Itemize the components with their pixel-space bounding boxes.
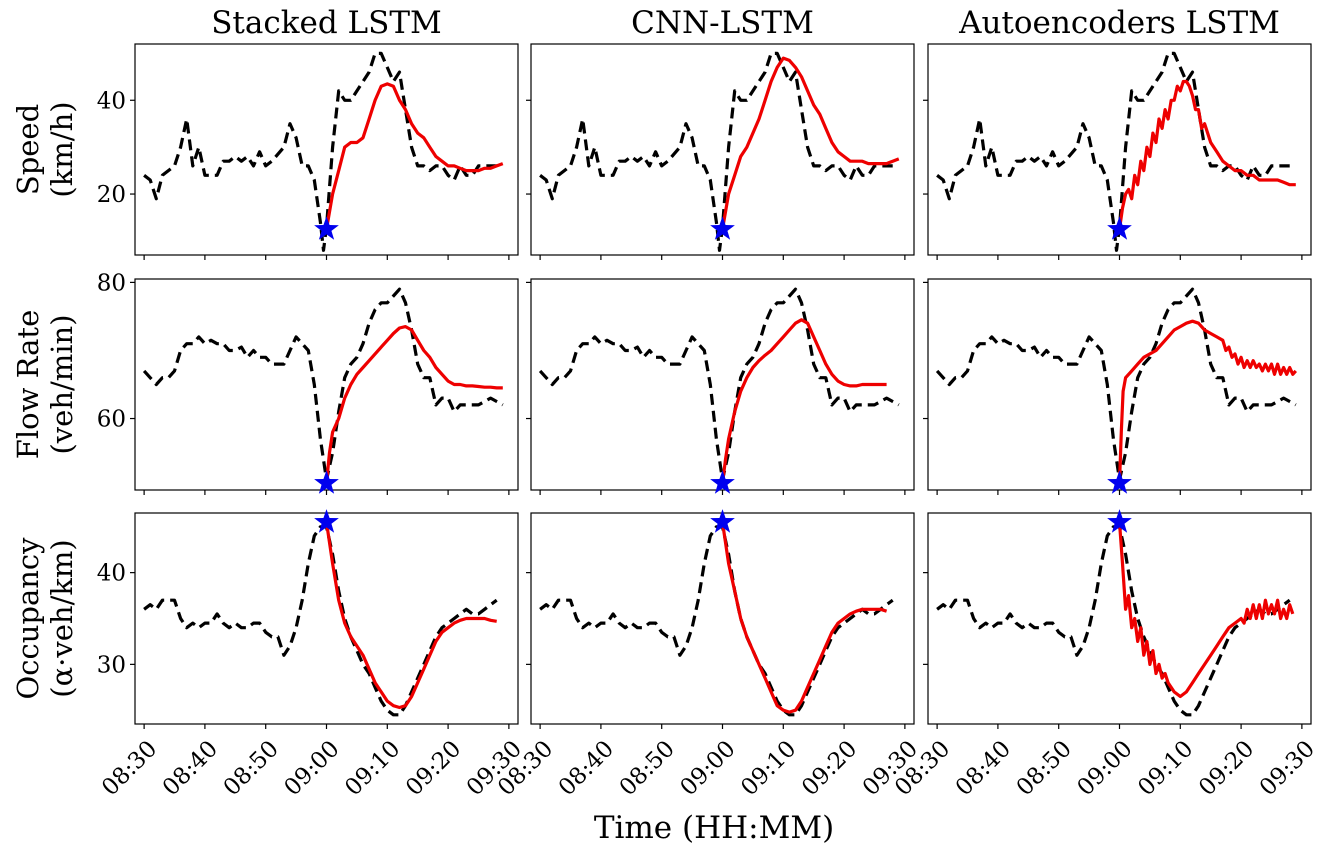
series-group [142, 287, 504, 484]
prediction-line [720, 318, 887, 484]
start-marker-star [710, 509, 735, 533]
prediction-line [324, 521, 497, 710]
y-tick-label: 40 [97, 561, 126, 587]
panel-frame [927, 278, 1312, 491]
panel: 60 80 [97, 270, 519, 495]
x-tick-label: 09:10 [340, 736, 405, 801]
panel-frame [530, 43, 915, 256]
x-tick-label: 09:10 [736, 736, 801, 801]
prediction-line [1117, 522, 1295, 699]
start-marker-star [1107, 216, 1132, 240]
x-tick-label: 08:50 [615, 736, 680, 801]
start-marker-star [710, 216, 735, 240]
prediction-line [324, 325, 503, 484]
column-titles: Stacked LSTM CNN-LSTM Autoencoders LSTM [211, 5, 1280, 41]
x-tick-label: 09:20 [1194, 736, 1259, 801]
panel [923, 43, 1312, 260]
panels: 20406080304008:3008:4008:5009:0009:1009:… [97, 43, 1320, 801]
prediction-line [720, 56, 900, 230]
panel-frame [927, 512, 1312, 725]
row-label-line1: Flow Rate [11, 310, 45, 460]
ground-truth-line [936, 51, 1290, 252]
panel-frame [134, 278, 519, 491]
x-tick-label: 08:40 [951, 736, 1016, 801]
panel [526, 278, 915, 495]
x-tick-label: 08:30 [97, 736, 162, 801]
panel-frame [530, 278, 915, 491]
y-tick-label: 20 [97, 182, 126, 208]
panel-frame [530, 512, 915, 725]
x-tick-label: 08:50 [219, 736, 284, 801]
panel-frame [134, 512, 519, 725]
prediction-line [1117, 79, 1296, 230]
row-label-line2: (α·veh/km) [45, 539, 79, 698]
prediction-line [720, 521, 888, 714]
panel-frame [927, 43, 1312, 256]
x-tick-label: 09:00 [279, 736, 344, 801]
panel-frame [134, 43, 519, 256]
ground-truth-line [935, 287, 1297, 482]
y-tick-label: 60 [97, 407, 126, 433]
column-title: Stacked LSTM [211, 5, 442, 41]
ground-truth-line [142, 287, 504, 482]
ground-truth-line [143, 525, 498, 717]
series-group [143, 521, 498, 717]
x-tick-label: 08:40 [158, 736, 223, 801]
start-marker-star [314, 509, 339, 533]
row-label-line2: (km/h) [45, 101, 79, 197]
start-marker-star [1107, 509, 1132, 533]
panel [923, 278, 1312, 495]
series-group [143, 51, 504, 252]
series-group [935, 287, 1297, 484]
series-group [538, 287, 900, 484]
prediction-line [1117, 319, 1297, 484]
x-tick-label: 09:30 [1255, 736, 1320, 801]
ground-truth-line [539, 525, 894, 717]
column-title: CNN-LSTM [631, 5, 814, 41]
y-tick-label: 30 [97, 652, 126, 678]
ground-truth-line [538, 287, 900, 482]
start-marker-star [710, 470, 735, 494]
row-label-line1: Speed [11, 104, 45, 195]
row-labels: Speed (km/h) Flow Rate (veh/min) Occupancy (α… [11, 101, 79, 699]
row-label-line2: (veh/min) [45, 314, 79, 454]
ground-truth-line [936, 525, 1291, 717]
series-group [936, 522, 1295, 717]
x-tick-label: 09:10 [1133, 736, 1198, 801]
x-tick-label: 08:50 [1012, 736, 1077, 801]
series-group [539, 51, 900, 252]
x-tick-label: 09:20 [797, 736, 862, 801]
column-title: Autoencoders LSTM [958, 5, 1280, 41]
ground-truth-line [539, 51, 893, 252]
y-tick-label: 40 [97, 88, 126, 114]
series-group [936, 51, 1296, 252]
x-axis-label: Time (HH:MM) [594, 810, 834, 846]
ground-truth-line [143, 51, 497, 252]
prediction-line [324, 82, 504, 230]
panel [526, 43, 915, 260]
series-group [539, 521, 894, 717]
x-tick-label: 08:40 [554, 736, 619, 801]
start-marker-star [1107, 470, 1132, 494]
x-tick-label: 09:20 [401, 736, 466, 801]
start-marker-star [314, 216, 339, 240]
x-tick-label: 09:00 [1072, 736, 1137, 801]
start-marker-star [314, 470, 339, 494]
x-tick-label: 09:00 [675, 736, 740, 801]
row-label-line1: Occupancy [11, 537, 45, 700]
y-tick-label: 80 [97, 270, 126, 296]
